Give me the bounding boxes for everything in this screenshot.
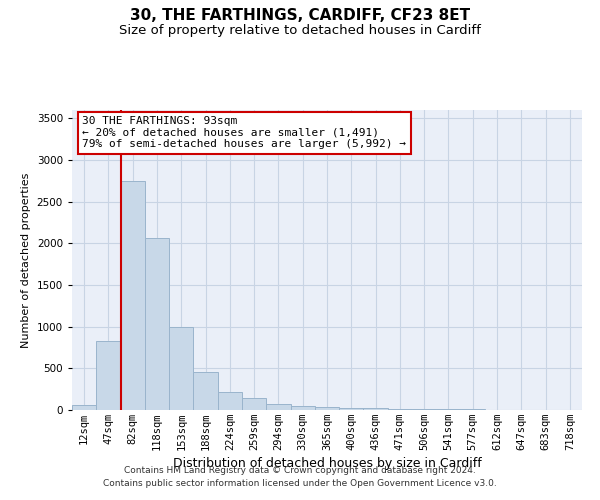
Bar — [218, 392, 242, 410]
Bar — [315, 407, 339, 410]
Text: Distribution of detached houses by size in Cardiff: Distribution of detached houses by size … — [173, 458, 481, 470]
Bar — [242, 398, 266, 410]
Bar — [290, 406, 315, 410]
Bar — [193, 372, 218, 410]
Bar — [72, 405, 96, 410]
Text: 30, THE FARTHINGS, CARDIFF, CF23 8ET: 30, THE FARTHINGS, CARDIFF, CF23 8ET — [130, 8, 470, 22]
Bar — [266, 404, 290, 410]
Text: Size of property relative to detached houses in Cardiff: Size of property relative to detached ho… — [119, 24, 481, 37]
Text: 30 THE FARTHINGS: 93sqm
← 20% of detached houses are smaller (1,491)
79% of semi: 30 THE FARTHINGS: 93sqm ← 20% of detache… — [82, 116, 406, 149]
Bar — [412, 409, 436, 410]
Bar — [339, 408, 364, 410]
Y-axis label: Number of detached properties: Number of detached properties — [21, 172, 31, 348]
Bar — [169, 326, 193, 410]
Text: Contains HM Land Registry data © Crown copyright and database right 2024.
Contai: Contains HM Land Registry data © Crown c… — [103, 466, 497, 487]
Bar — [364, 408, 388, 410]
Bar — [145, 238, 169, 410]
Bar — [96, 341, 121, 410]
Bar — [388, 409, 412, 410]
Bar — [121, 181, 145, 410]
Bar — [436, 409, 461, 410]
